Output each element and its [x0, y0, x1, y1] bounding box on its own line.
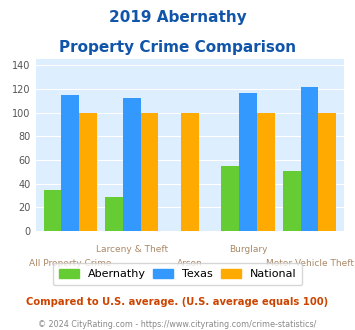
Text: Compared to U.S. average. (U.S. average equals 100): Compared to U.S. average. (U.S. average … [26, 297, 329, 307]
Text: Burglary: Burglary [229, 245, 267, 254]
Text: Motor Vehicle Theft: Motor Vehicle Theft [266, 259, 354, 268]
Text: 2019 Abernathy: 2019 Abernathy [109, 10, 246, 25]
Bar [44, 189, 61, 231]
Legend: Abernathy, Texas, National: Abernathy, Texas, National [53, 263, 302, 285]
Bar [318, 113, 336, 231]
Bar [123, 98, 141, 231]
Bar [222, 166, 239, 231]
Bar [301, 86, 318, 231]
Text: Larceny & Theft: Larceny & Theft [95, 245, 168, 254]
Bar [239, 92, 257, 231]
Bar [61, 95, 79, 231]
Bar [79, 113, 97, 231]
Text: © 2024 CityRating.com - https://www.cityrating.com/crime-statistics/: © 2024 CityRating.com - https://www.city… [38, 320, 317, 329]
Bar [181, 113, 199, 231]
Text: Property Crime Comparison: Property Crime Comparison [59, 40, 296, 54]
Bar [257, 113, 275, 231]
Text: All Property Crime: All Property Crime [29, 259, 111, 268]
Text: Arson: Arson [177, 259, 203, 268]
Bar [105, 197, 123, 231]
Bar [141, 113, 158, 231]
Bar [283, 171, 301, 231]
